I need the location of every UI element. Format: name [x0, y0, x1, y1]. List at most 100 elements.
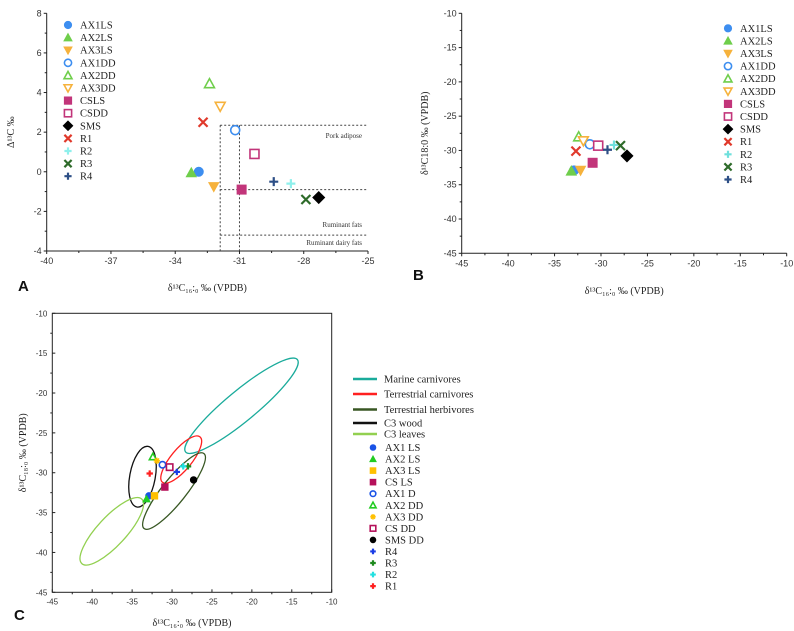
x-tick-label: -10 — [780, 258, 793, 268]
point-r4 — [269, 177, 279, 187]
legend-label-ax3-ls: AX3 LS — [385, 466, 420, 477]
legend-label-r2: R2 — [80, 147, 92, 158]
legend-marker-r4 — [724, 175, 732, 184]
legend-marker-ax2-dd — [368, 500, 378, 509]
legend-marker-ax1-d — [369, 490, 377, 498]
point-cs-dd — [165, 463, 174, 472]
point-r4 — [173, 468, 181, 476]
y-tick-label: -20 — [36, 389, 48, 398]
point-ax1ls — [193, 166, 204, 177]
region-label-pork-adipose: Pork adipose — [326, 132, 362, 140]
legend-label-r1: R1 — [740, 137, 752, 148]
y-tick-label: -10 — [444, 8, 457, 18]
point-csdd — [592, 140, 604, 151]
legend-marker-ax2-ls — [369, 454, 377, 463]
ellipse-terrestrial-carnivores — [160, 435, 203, 484]
x-tick-label: -40 — [40, 256, 53, 266]
legend-label-ax3ls: AX3LS — [80, 46, 113, 57]
ellipse-marine-carnivores — [184, 357, 299, 455]
legend-label-r1: R1 — [385, 582, 397, 593]
y-tick-label: -10 — [36, 309, 48, 318]
y-axis-label: Δ¹³C ‰ — [6, 116, 17, 148]
x-tick-label: -28 — [297, 256, 310, 266]
legend-marker-sms — [722, 123, 734, 135]
x-tick-label: -45 — [47, 597, 59, 606]
legend-label-csdd: CSDD — [740, 112, 768, 123]
legend-label-r1: R1 — [80, 134, 92, 145]
y-tick-label: -2 — [34, 206, 42, 216]
y-tick-label: -40 — [36, 548, 48, 557]
ellipse-c3-leaves — [79, 496, 145, 566]
x-axis-label: δ¹³C₁₆:₀ ‰ (VPDB) — [585, 286, 664, 297]
legend-label-sms: SMS — [740, 125, 761, 136]
panel-label-a: A — [18, 278, 29, 295]
legend-marker-r2 — [724, 150, 732, 158]
point-ax2ls — [565, 165, 578, 176]
legend-marker-cs-ls — [369, 478, 377, 486]
legend-label-ax1dd: AX1DD — [80, 58, 116, 69]
y-tick-label: -35 — [444, 180, 457, 190]
x-tick-label: -20 — [687, 258, 700, 268]
legend-label-r3: R3 — [385, 559, 397, 570]
legend-marker-r4 — [64, 172, 72, 180]
x-tick-label: -34 — [169, 256, 182, 266]
legend-marker-r2 — [370, 571, 376, 578]
region-label-ruminant-dairy-fats: Ruminant dairy fats — [306, 239, 362, 247]
x-tick-label: -37 — [104, 256, 117, 266]
legend-label-ax3dd: AX3DD — [740, 87, 776, 98]
y-tick-label: -15 — [444, 43, 457, 53]
x-tick-label: -40 — [86, 597, 98, 606]
legend-label-csls: CSLS — [80, 96, 105, 107]
legend-marker-r2 — [64, 147, 72, 155]
legend-marker-csls — [723, 99, 733, 109]
point-sms — [620, 149, 634, 163]
point-r2 — [609, 140, 619, 150]
legend-label-ax3-dd: AX3 DD — [385, 512, 424, 523]
legend-label-r3: R3 — [740, 162, 752, 173]
legend-label-ax1dd: AX1DD — [740, 62, 776, 73]
y-tick-label: -30 — [444, 145, 457, 155]
x-tick-label: -40 — [502, 258, 515, 268]
point-csls — [587, 157, 598, 168]
legend-label-ax1-d: AX1 D — [385, 489, 416, 500]
y-tick-label: 0 — [37, 167, 42, 177]
legend-marker-r1 — [63, 134, 73, 143]
y-tick-label: -15 — [36, 349, 48, 358]
legend-marker-r1 — [370, 583, 376, 589]
legend-marker-sms — [62, 120, 74, 132]
ellipse-c3-wood — [128, 445, 157, 508]
legend-label-terrestrial-carnivores: Terrestrial carnivores — [384, 390, 473, 401]
x-tick-label: -25 — [641, 258, 654, 268]
legend-label-r4: R4 — [385, 547, 398, 558]
point-r2 — [180, 463, 187, 470]
legend-marker-cs-dd — [369, 524, 377, 532]
panel-label-c: C — [14, 607, 25, 624]
point-r1 — [570, 145, 582, 157]
legend-marker-sms-dd — [369, 536, 377, 544]
y-tick-label: -20 — [444, 77, 457, 87]
region-label-ruminant-fats: Ruminant fats — [323, 221, 363, 229]
legend-label-ax2-dd: AX2 DD — [385, 501, 424, 512]
legend-marker-ax3ls — [723, 49, 733, 59]
legend-label-terrestrial-herbivores: Terrestrial herbivores — [384, 405, 474, 416]
legend-marker-ax3dd — [722, 87, 734, 97]
legend-marker-r1 — [723, 137, 733, 147]
legend-marker-csdd — [723, 112, 733, 121]
x-tick-label: -35 — [548, 258, 561, 268]
point-r1 — [146, 470, 153, 477]
x-tick-label: -25 — [361, 256, 374, 266]
legend-marker-ax1dd — [63, 58, 73, 68]
y-tick-label: -40 — [444, 214, 457, 224]
point-r1 — [197, 116, 209, 128]
legend-label-marine-carnivores: Marine carnivores — [384, 375, 461, 386]
legend-label-ax2dd: AX2DD — [740, 74, 776, 85]
point-ax2-ls — [142, 494, 151, 503]
legend-label-r3: R3 — [80, 159, 92, 170]
legend-label-r2: R2 — [385, 570, 397, 581]
legend-label-ax2ls: AX2LS — [740, 36, 773, 47]
legend-marker-r3 — [63, 159, 73, 168]
y-tick-label: -4 — [34, 246, 42, 256]
legend-label-ax2dd: AX2DD — [80, 71, 116, 82]
legend-marker-csdd — [63, 108, 73, 118]
